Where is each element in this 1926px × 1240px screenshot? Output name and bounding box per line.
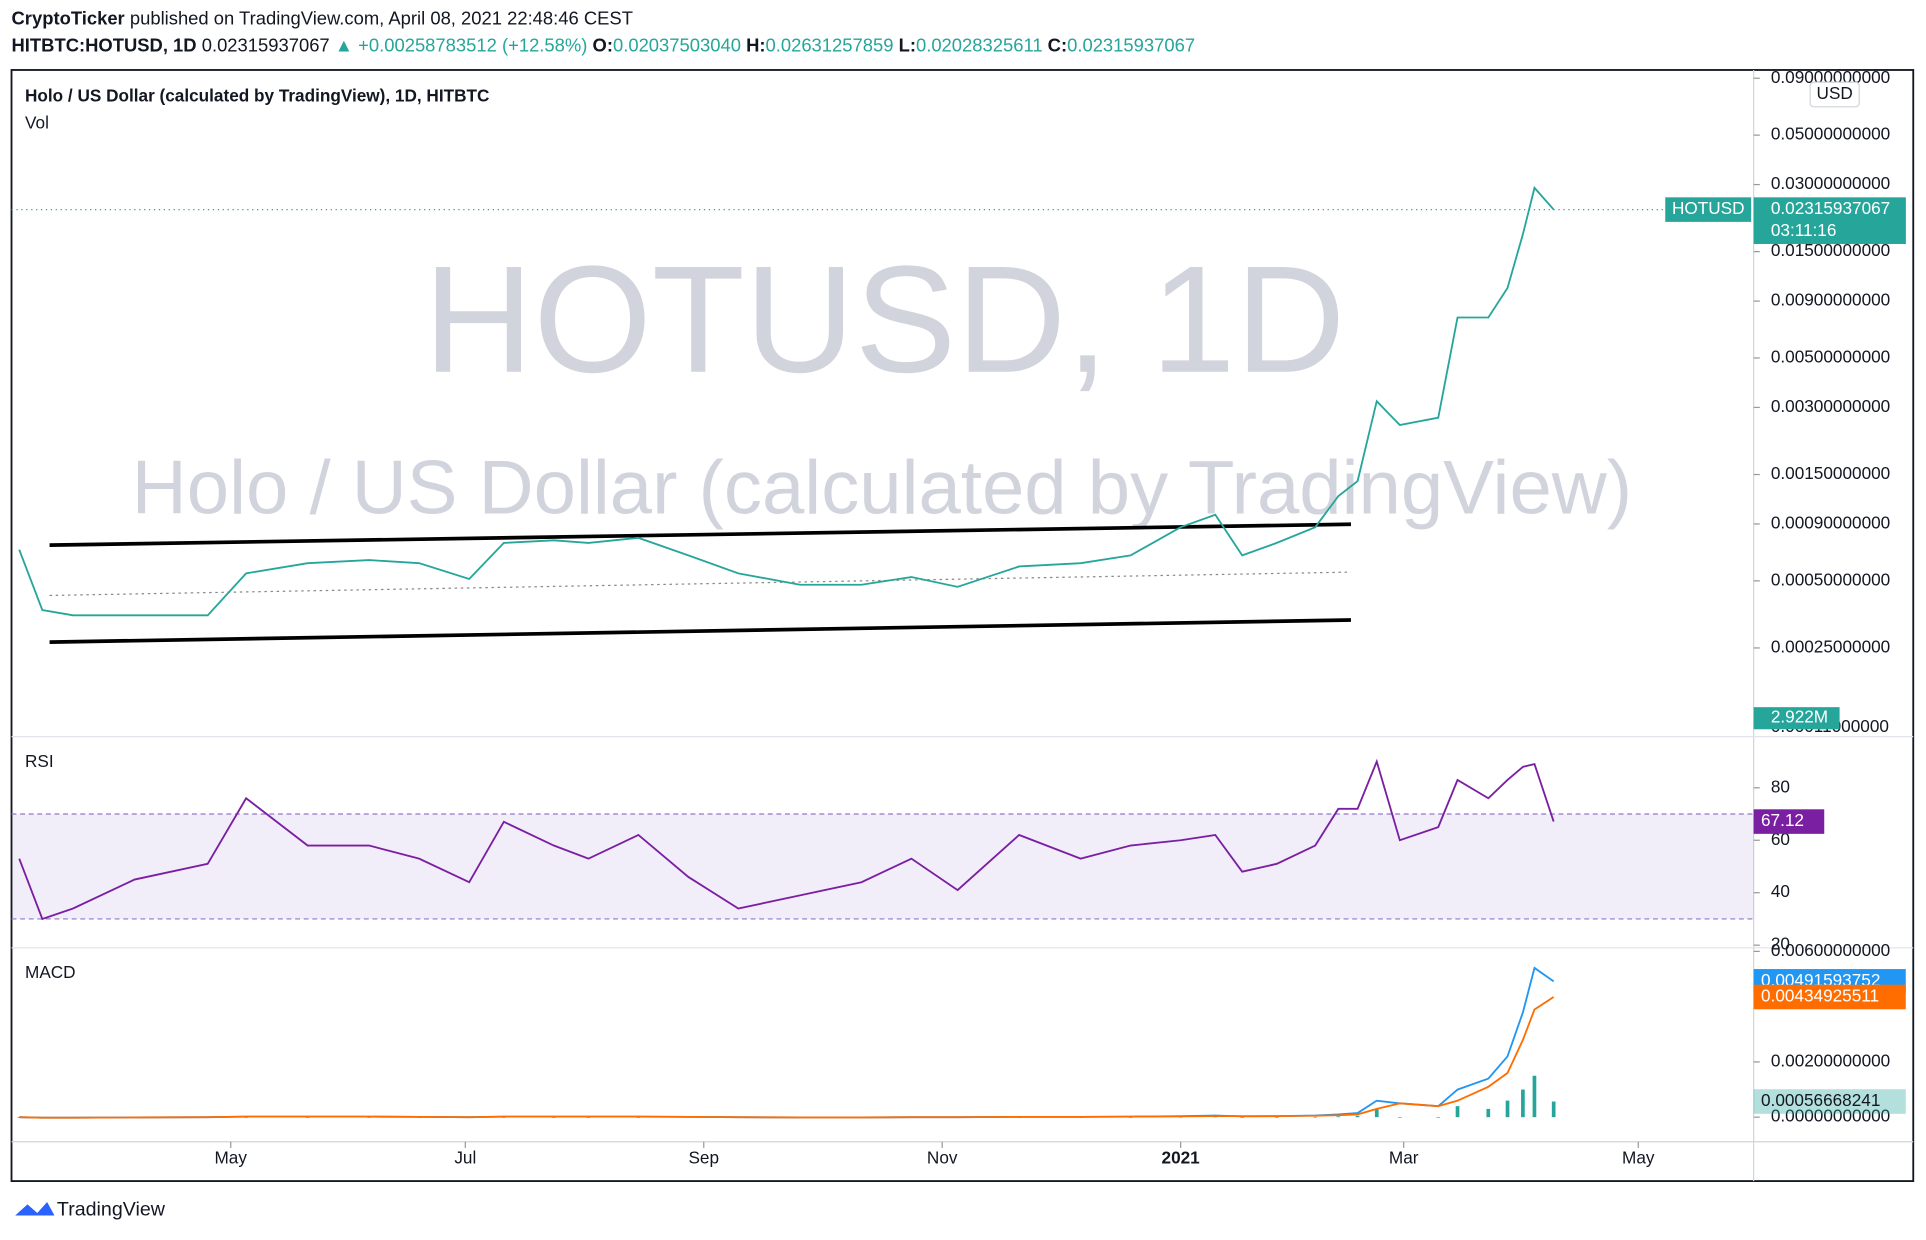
histogram-bar [1374, 1108, 1379, 1118]
value-tag [1753, 809, 1825, 834]
pane-title: Holo / US Dollar (calculated by TradingV… [25, 86, 489, 106]
histogram-bar [1455, 1106, 1460, 1118]
publish-line: CryptoTicker published on TradingView.co… [12, 8, 633, 29]
histogram-bar [1521, 1089, 1525, 1118]
volume-label: 2.922M [1771, 707, 1828, 727]
symbol-tag [1665, 197, 1752, 222]
x-tick-label: Sep [688, 1148, 719, 1168]
histogram-bar [1532, 1075, 1537, 1118]
histogram-bar [1336, 1116, 1341, 1118]
y-tick-label: 0.00000000000 [1771, 1106, 1890, 1126]
currency: USD [1817, 83, 1853, 103]
histogram-bar [1436, 1117, 1441, 1118]
y-tick-label: 0.01500000000 [1771, 240, 1890, 260]
histogram-bar [1551, 1101, 1556, 1118]
ohlc-label: C: [1048, 35, 1067, 56]
x-tick-label: Mar [1389, 1148, 1419, 1168]
symbol-name: HOTUSD [1672, 198, 1745, 218]
pane-title: MACD [25, 962, 76, 982]
histogram-bar [1313, 1116, 1318, 1118]
y-tick-label: 0.00200000000 [1771, 1050, 1890, 1070]
histogram-bar [1486, 1108, 1491, 1118]
y-tick-label: 0.00600000000 [1771, 940, 1890, 960]
histogram-bar [1398, 1117, 1402, 1118]
value-tag-label: 0.00434925511 [1761, 986, 1879, 1006]
y-tick-label: 80 [1771, 776, 1790, 796]
mid-line [49, 571, 1351, 597]
value-tag-label: 0.00056668241 [1761, 1090, 1880, 1110]
y-tick-label: 20 [1771, 934, 1790, 954]
ohlc-value: 0.02028325611 [916, 35, 1043, 56]
watermark-name: Holo / US Dollar (calculated by TradingV… [132, 446, 1632, 531]
pane-subtitle: Vol [25, 113, 49, 133]
frame [10, 69, 1915, 1182]
logo [15, 1201, 55, 1216]
value-tag [1753, 984, 1906, 1010]
y-tick-label: 0.00090000000 [1771, 512, 1890, 532]
y-tick-label: 0.05000000000 [1771, 124, 1890, 144]
rsi-band [11, 814, 1754, 919]
histogram-bar [1505, 1100, 1510, 1118]
ohlc-value: 0.02037503040 [613, 35, 741, 56]
ohlc-label: O: [593, 35, 613, 56]
y-tick-label: 0.00900000000 [1771, 290, 1890, 310]
value-tag-label: 67.12 [1761, 810, 1804, 830]
last-price: 0.02315937067 [202, 35, 330, 56]
price-tag [1753, 197, 1906, 244]
footer: TradingView [57, 1199, 166, 1221]
histogram-bar [1355, 1115, 1360, 1118]
histogram-bar [1274, 1117, 1279, 1118]
countdown: 03:11:16 [1771, 220, 1837, 240]
series-line [18, 185, 1555, 617]
histogram-bar [17, 1117, 22, 1118]
currency-box [1809, 81, 1860, 108]
price-tag-value: 0.02315937067 [1771, 198, 1890, 218]
x-tick-label: Nov [927, 1148, 958, 1168]
ohlc-label: H: [746, 35, 765, 56]
trend-line [49, 522, 1351, 547]
ohlc-value: 0.02631257859 [765, 35, 893, 56]
series-line [19, 966, 1555, 1119]
series-line [19, 996, 1555, 1119]
pane-title: RSI [25, 751, 54, 771]
y-tick-label: 0.00300000000 [1771, 396, 1890, 416]
y-tick-label: 0.00025000000 [1771, 636, 1890, 656]
y-tick-label: 0.00500000000 [1771, 347, 1890, 367]
watermark-symbol: HOTUSD, 1D [423, 235, 1345, 405]
change: ▲ +0.00258783512 (+12.58%) [335, 35, 588, 56]
ohlc-value: 0.02315937067 [1067, 35, 1195, 56]
symbol: HITBTC:HOTUSD, 1D [12, 35, 197, 56]
published: published on TradingView.com, April 08, … [130, 8, 633, 29]
y-tick-label: 0.09000000000 [1771, 67, 1890, 87]
x-tick-label: 2021 [1162, 1148, 1201, 1168]
quote-line: HITBTC:HOTUSD, 1D 0.02315937067 ▲ +0.002… [12, 35, 1196, 56]
ohlc-label: L: [899, 35, 916, 56]
series-line [18, 758, 1555, 921]
volume-tag [1753, 707, 1840, 730]
y-tick-label: 0.00050000000 [1771, 569, 1890, 589]
trend-line [49, 618, 1351, 644]
value-tag [1753, 1089, 1906, 1114]
publisher: CryptoTicker [12, 8, 125, 29]
x-tick-label: May [1622, 1148, 1655, 1168]
x-tick-label: Jul [454, 1148, 476, 1168]
y-tick-label: 0.03000000000 [1771, 173, 1890, 193]
x-tick-label: May [214, 1148, 247, 1168]
y-tick-label: 40 [1771, 881, 1790, 901]
y-tick-label: 0.00150000000 [1771, 463, 1890, 483]
histogram-bar [1240, 1117, 1245, 1118]
